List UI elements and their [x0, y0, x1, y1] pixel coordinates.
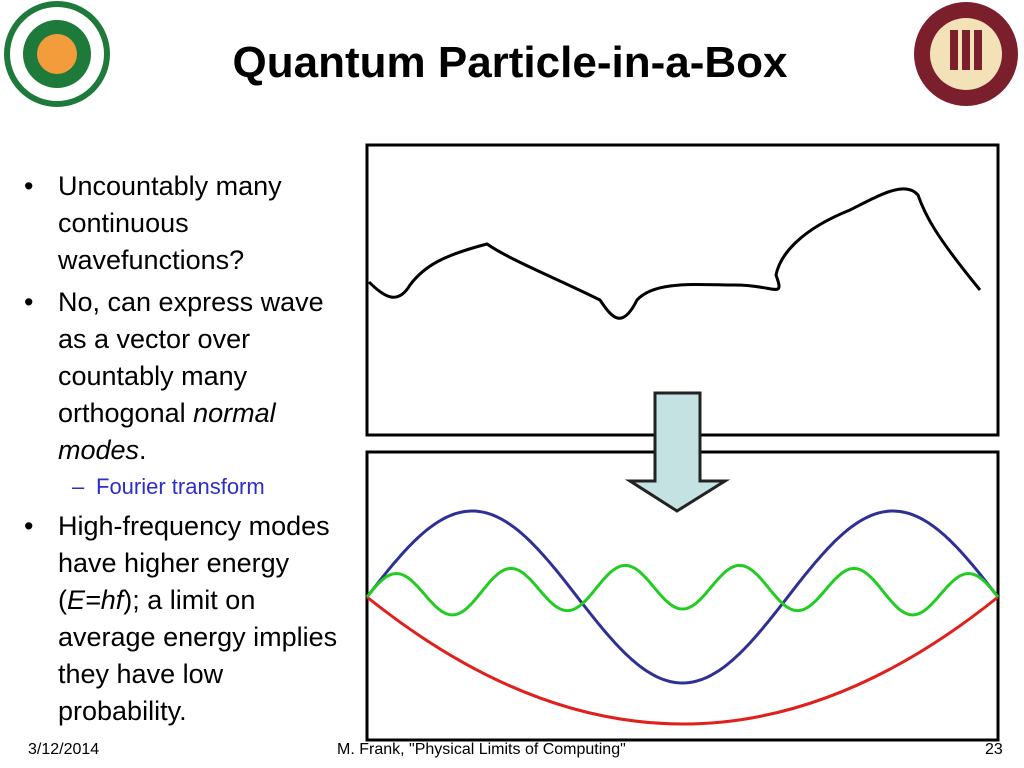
- down-arrow: [624, 391, 731, 513]
- bullet: No, can express wave as a vector over co…: [20, 284, 350, 503]
- bullet-list: Uncountably many continuous wavefunction…: [20, 168, 350, 735]
- footer-date: 3/12/2014: [28, 741, 100, 758]
- mode-high: [365, 563, 1000, 617]
- arbitrary-wave: [367, 187, 982, 320]
- slide-title: Quantum Particle-in-a-Box: [232, 38, 788, 87]
- bullet: High-frequency modes have higher energy …: [20, 508, 350, 730]
- fsu-logo: [914, 2, 1018, 106]
- footer-page: 23: [985, 741, 1003, 758]
- bullet-italic: normal modes: [58, 398, 276, 465]
- bullet-italic: E=hf: [67, 585, 124, 615]
- sub-bullet-text: Fourier transform: [96, 474, 265, 499]
- mode-1: [366, 595, 999, 726]
- bullet-text: High-frequency modes have higher energy …: [58, 511, 330, 615]
- famu-logo: [4, 1, 110, 107]
- sub-bullet: Fourier transform: [58, 471, 350, 503]
- bullet-text: ); a limit on average energy implies the…: [58, 585, 338, 726]
- bullet-text: Uncountably many continuous wavefunction…: [58, 171, 282, 275]
- bullet-text: .: [139, 435, 147, 465]
- bullet: Uncountably many continuous wavefunction…: [20, 168, 350, 279]
- footer-author: M. Frank, "Physical Limits of Computing": [337, 741, 626, 758]
- mode-3: [365, 509, 1000, 685]
- bullet-text: No, can express wave as a vector over co…: [58, 287, 324, 428]
